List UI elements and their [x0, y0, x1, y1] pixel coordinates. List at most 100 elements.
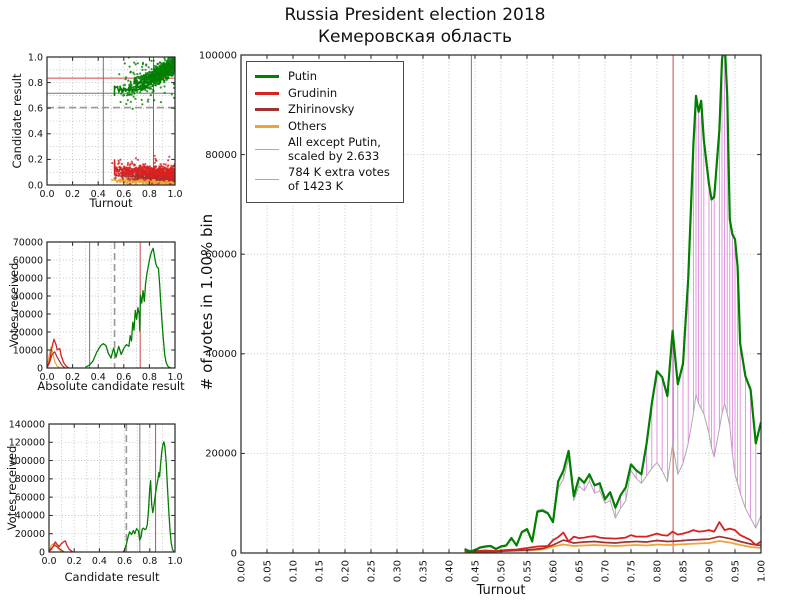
legend-item-putin: Putin [255, 69, 397, 84]
main-plot: 0.00 0.05 0.10 0.15 0.20 0.25 0.30 0.35 0.40 0.45… [199, 50, 768, 582]
scatter-grid [47, 57, 175, 185]
svg-text:1.0: 1.0 [167, 372, 182, 383]
svg-text:0.65: 0.65 [575, 560, 586, 582]
svg-text:80000: 80000 [205, 150, 237, 161]
main-series-grudinin [464, 521, 761, 552]
grudinin-median-line [113, 159, 175, 177]
svg-text:0.6: 0.6 [116, 189, 131, 200]
svg-text:0.75: 0.75 [627, 560, 638, 582]
bottom-ticks [48, 423, 176, 553]
bottom-frame [48, 423, 176, 553]
svg-text:40000: 40000 [15, 511, 45, 522]
scatter-frame [46, 56, 176, 186]
legend-label-extra-votes: 784 K extra votes of 1423 K [288, 165, 390, 193]
svg-text:0.6: 0.6 [116, 372, 131, 383]
bottom-tick-labels: 0.0 0.2 0.4 0.6 0.8 1.0 0 20000 40000 60000 80000 1… [9, 419, 183, 567]
main-series-putin [464, 55, 761, 553]
svg-text:0.70: 0.70 [601, 560, 612, 582]
svg-text:0.4: 0.4 [91, 189, 106, 200]
scatter-plot: 0.0 0.2 0.4 0.6 0.8 1.0 0.0 0.2 0.4 0.6 0.8 1.0 [28, 52, 183, 200]
scatter-tick-labels: 0.0 0.2 0.4 0.6 0.8 1.0 0.0 0.2 0.4 0.6 0.8 1.0 [28, 52, 183, 200]
svg-text:0.45: 0.45 [471, 560, 482, 582]
putin-median-line [113, 63, 175, 96]
main-ticks [240, 54, 762, 554]
svg-text:0.0: 0.0 [39, 372, 54, 383]
svg-text:1.0: 1.0 [28, 52, 43, 63]
svg-text:1.00: 1.00 [757, 560, 768, 582]
svg-text:0.90: 0.90 [705, 560, 716, 582]
mid-series-putin [85, 247, 172, 368]
svg-text:100000: 100000 [199, 50, 237, 61]
svg-text:0.95: 0.95 [731, 560, 742, 582]
svg-text:140000: 140000 [9, 419, 45, 430]
legend-swatch-zhirinovsky [255, 108, 279, 112]
legend-item-others: Others [255, 119, 397, 134]
svg-text:80000: 80000 [15, 474, 45, 485]
svg-text:0.25: 0.25 [367, 560, 378, 582]
svg-text:0.4: 0.4 [92, 556, 107, 567]
svg-text:40000: 40000 [205, 349, 237, 360]
svg-text:1.0: 1.0 [167, 189, 182, 200]
svg-text:0.05: 0.05 [263, 560, 274, 582]
svg-text:0.0: 0.0 [41, 556, 56, 567]
legend: Putin Grudinin Zhirinovsky Others All except… [246, 61, 404, 203]
svg-text:20000: 20000 [13, 327, 43, 338]
bottom-series-others [49, 543, 64, 552]
figure-title: Russia President election 2018 [284, 5, 546, 25]
svg-text:40000: 40000 [13, 291, 43, 302]
svg-text:0: 0 [231, 548, 237, 559]
svg-text:0.15: 0.15 [315, 560, 326, 582]
scatter-ticks [46, 56, 176, 186]
svg-text:20000: 20000 [15, 529, 45, 540]
svg-text:10000: 10000 [13, 345, 43, 356]
mid-ticks [46, 241, 176, 369]
svg-text:0.35: 0.35 [419, 560, 430, 582]
legend-item-extra-votes: 784 K extra votes of 1423 K [255, 166, 397, 193]
bottom-ylabel: Votes received [5, 445, 19, 531]
bottom-series-group [49, 441, 175, 552]
legend-swatch-grudinin [255, 91, 279, 95]
legend-label-zhirinovsky: Zhirinovsky [288, 102, 355, 117]
svg-text:60000: 60000 [13, 255, 43, 266]
svg-text:0.0: 0.0 [28, 180, 43, 191]
svg-text:70000: 70000 [13, 237, 43, 248]
svg-text:120000: 120000 [9, 438, 45, 449]
mid-series-grudinin [47, 338, 70, 368]
svg-text:0.2: 0.2 [65, 372, 80, 383]
scatter-xlabel: Turnout [89, 196, 133, 210]
legend-label-all-except-putin-scaled: All except Putin, scaled by 2.633 [288, 135, 381, 163]
mid-tick-labels: 0.0 0.2 0.4 0.6 0.8 1.0 0 10000 20000 30000 40000 5… [13, 237, 183, 383]
bottom-series-putin [122, 441, 175, 552]
svg-text:0.55: 0.55 [523, 560, 534, 582]
svg-text:0.8: 0.8 [142, 556, 157, 567]
main-tick-labels: 0.00 0.05 0.10 0.15 0.20 0.25 0.30 0.35 0.40 0.45… [199, 50, 768, 582]
mid-grid [47, 242, 175, 368]
svg-text:0.85: 0.85 [679, 560, 690, 582]
others-median-line [114, 179, 175, 184]
svg-text:0.20: 0.20 [341, 560, 352, 582]
svg-text:60000: 60000 [15, 492, 45, 503]
legend-item-grudinin: Grudinin [255, 86, 397, 101]
mid-ylabel: Votes received [7, 262, 21, 348]
legend-item-all-except-putin-scaled: All except Putin, scaled by 2.633 [255, 135, 397, 163]
svg-text:0.4: 0.4 [28, 129, 43, 140]
svg-text:0.2: 0.2 [28, 155, 43, 166]
extra-votes-hatch [552, 55, 761, 529]
svg-text:0: 0 [37, 363, 43, 374]
svg-text:0.00: 0.00 [237, 560, 248, 582]
scatter-ylabel: Candidate result [10, 73, 24, 169]
scatter-putin-cloud [119, 57, 175, 104]
svg-text:0.8: 0.8 [142, 189, 157, 200]
svg-text:0.4: 0.4 [91, 372, 106, 383]
mid-series-others [47, 346, 61, 368]
svg-text:1.0: 1.0 [167, 556, 182, 567]
mid-xlabel: Absolute candidate result [37, 379, 185, 393]
svg-text:0: 0 [39, 547, 45, 558]
main-series-group [464, 55, 761, 553]
svg-text:0.10: 0.10 [289, 560, 300, 582]
svg-text:20000: 20000 [205, 449, 237, 460]
bottom-xlabel: Candidate result [64, 570, 160, 584]
main-series-zhirinovsky [464, 535, 761, 553]
